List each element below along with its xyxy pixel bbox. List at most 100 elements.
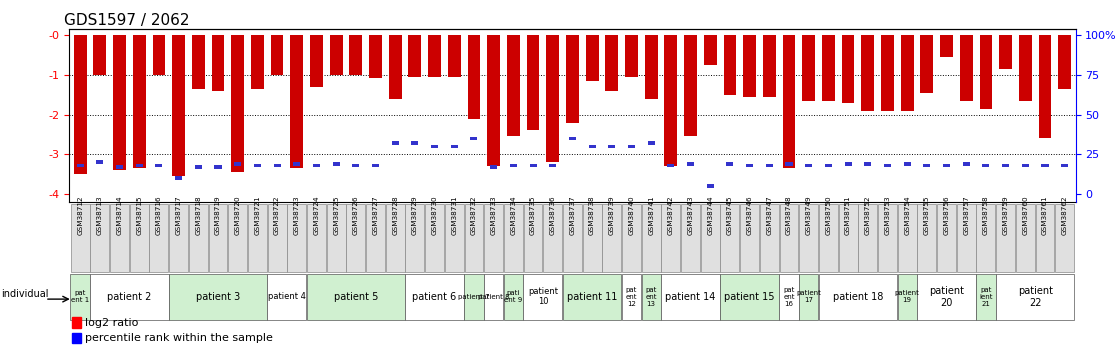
FancyBboxPatch shape bbox=[504, 274, 523, 320]
Bar bbox=[803, 35, 815, 101]
FancyBboxPatch shape bbox=[898, 204, 917, 272]
Bar bbox=[411, 141, 418, 145]
FancyBboxPatch shape bbox=[464, 274, 484, 320]
FancyBboxPatch shape bbox=[603, 204, 622, 272]
Text: GSM38761: GSM38761 bbox=[1042, 196, 1048, 235]
FancyBboxPatch shape bbox=[267, 204, 286, 272]
Bar bbox=[510, 164, 517, 167]
Text: GSM38733: GSM38733 bbox=[491, 196, 496, 235]
Bar bbox=[667, 164, 674, 167]
FancyBboxPatch shape bbox=[937, 204, 956, 272]
FancyBboxPatch shape bbox=[543, 204, 562, 272]
FancyBboxPatch shape bbox=[779, 274, 798, 320]
Bar bbox=[195, 165, 202, 169]
FancyBboxPatch shape bbox=[562, 274, 622, 320]
Bar bbox=[231, 35, 244, 172]
Text: GSM38724: GSM38724 bbox=[313, 196, 320, 235]
Bar bbox=[530, 164, 537, 167]
Text: individual: individual bbox=[1, 289, 49, 299]
FancyBboxPatch shape bbox=[267, 274, 306, 320]
FancyBboxPatch shape bbox=[622, 204, 641, 272]
FancyBboxPatch shape bbox=[110, 204, 129, 272]
Bar bbox=[920, 35, 934, 93]
Bar bbox=[586, 35, 598, 81]
Bar bbox=[172, 35, 184, 176]
FancyBboxPatch shape bbox=[523, 274, 562, 320]
Text: patient 5: patient 5 bbox=[333, 292, 378, 302]
FancyBboxPatch shape bbox=[878, 204, 897, 272]
FancyBboxPatch shape bbox=[779, 204, 798, 272]
Bar bbox=[625, 35, 638, 77]
Text: GSM38737: GSM38737 bbox=[569, 196, 576, 235]
Bar bbox=[647, 141, 655, 145]
Bar bbox=[1042, 164, 1049, 167]
FancyBboxPatch shape bbox=[1035, 204, 1054, 272]
Bar bbox=[1039, 35, 1051, 138]
Text: patient 14: patient 14 bbox=[665, 292, 716, 302]
Bar bbox=[527, 35, 539, 130]
Text: GSM38719: GSM38719 bbox=[215, 196, 221, 235]
FancyBboxPatch shape bbox=[642, 204, 661, 272]
Text: GSM38730: GSM38730 bbox=[432, 196, 437, 235]
Text: pati
ent 9: pati ent 9 bbox=[504, 290, 522, 303]
Text: patient
17: patient 17 bbox=[796, 290, 821, 303]
Bar bbox=[135, 164, 143, 167]
FancyBboxPatch shape bbox=[445, 204, 464, 272]
Bar bbox=[684, 35, 697, 136]
Text: GSM38739: GSM38739 bbox=[609, 196, 615, 235]
FancyBboxPatch shape bbox=[70, 274, 89, 320]
Bar bbox=[471, 137, 477, 140]
FancyBboxPatch shape bbox=[818, 274, 897, 320]
Bar bbox=[743, 35, 756, 97]
Text: GSM38743: GSM38743 bbox=[688, 196, 693, 235]
FancyBboxPatch shape bbox=[582, 204, 601, 272]
Text: GSM38722: GSM38722 bbox=[274, 196, 280, 235]
FancyBboxPatch shape bbox=[523, 204, 542, 272]
Bar bbox=[864, 162, 871, 166]
Bar bbox=[133, 35, 145, 168]
Text: GSM38744: GSM38744 bbox=[708, 196, 713, 235]
Bar bbox=[391, 141, 399, 145]
Text: GSM38734: GSM38734 bbox=[510, 196, 517, 235]
Bar bbox=[428, 35, 440, 77]
FancyBboxPatch shape bbox=[306, 274, 405, 320]
Bar bbox=[805, 164, 812, 167]
Bar bbox=[369, 35, 382, 78]
FancyBboxPatch shape bbox=[720, 274, 779, 320]
Bar bbox=[330, 35, 342, 75]
Text: GSM38718: GSM38718 bbox=[196, 196, 201, 235]
Text: GSM38753: GSM38753 bbox=[884, 196, 890, 235]
Text: log2 ratio: log2 ratio bbox=[85, 318, 139, 328]
Text: patient 2: patient 2 bbox=[107, 292, 152, 302]
FancyBboxPatch shape bbox=[91, 274, 169, 320]
Text: GSM38716: GSM38716 bbox=[155, 196, 162, 235]
Bar bbox=[490, 165, 498, 169]
Bar bbox=[786, 162, 793, 166]
Text: GSM38751: GSM38751 bbox=[845, 196, 851, 235]
FancyBboxPatch shape bbox=[799, 204, 818, 272]
Text: GSM38728: GSM38728 bbox=[392, 196, 398, 235]
Bar bbox=[783, 35, 795, 168]
FancyBboxPatch shape bbox=[1055, 204, 1074, 272]
Bar bbox=[628, 145, 635, 148]
FancyBboxPatch shape bbox=[838, 204, 858, 272]
Text: GSM38736: GSM38736 bbox=[550, 196, 556, 235]
Bar bbox=[881, 35, 894, 111]
Text: GSM38752: GSM38752 bbox=[865, 196, 871, 235]
Text: GSM38726: GSM38726 bbox=[353, 196, 359, 235]
Bar bbox=[588, 145, 596, 148]
Text: GSM38745: GSM38745 bbox=[727, 196, 733, 235]
Bar bbox=[310, 35, 323, 87]
Text: GSM38715: GSM38715 bbox=[136, 196, 142, 235]
Bar bbox=[707, 184, 713, 188]
Bar bbox=[979, 35, 993, 109]
FancyBboxPatch shape bbox=[662, 204, 681, 272]
FancyBboxPatch shape bbox=[130, 204, 149, 272]
Text: GSM38731: GSM38731 bbox=[452, 196, 457, 235]
Bar bbox=[1022, 164, 1029, 167]
Bar bbox=[727, 162, 733, 166]
Bar bbox=[408, 35, 421, 77]
FancyBboxPatch shape bbox=[169, 274, 267, 320]
Bar bbox=[566, 35, 579, 122]
Text: GSM38741: GSM38741 bbox=[648, 196, 654, 235]
